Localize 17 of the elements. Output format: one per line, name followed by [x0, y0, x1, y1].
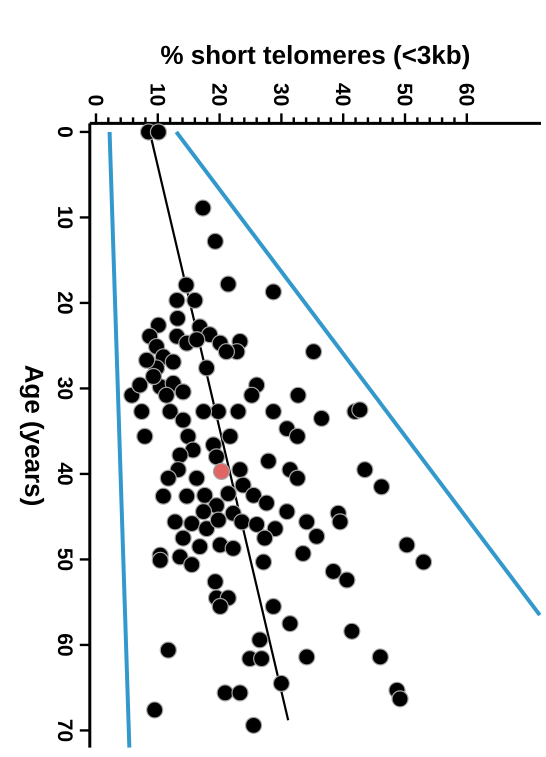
x-tick-label: 30 [274, 83, 289, 106]
y-axis-title: Age (years) [20, 365, 44, 505]
y-tick-label: 40 [58, 462, 73, 485]
y-tick-label: 70 [58, 720, 73, 742]
y-tick-label: 10 [58, 207, 73, 228]
x-tick-label: 60 [459, 84, 474, 106]
y-tick-label: 20 [58, 292, 73, 314]
x-tick-label: 40 [336, 83, 351, 106]
x-tick-label: 0 [88, 95, 104, 106]
y-tick-label: 50 [58, 548, 73, 570]
x-tick-label: 20 [212, 84, 228, 106]
x-tick-label: 10 [150, 84, 166, 106]
x-tick-label: 50 [398, 84, 412, 106]
x-axis-title: % short telomeres (<3kb) [161, 45, 470, 70]
y-tick-label: 0 [58, 126, 73, 137]
y-tick-label: 30 [58, 377, 73, 400]
y-tick-label: 60 [58, 634, 73, 656]
